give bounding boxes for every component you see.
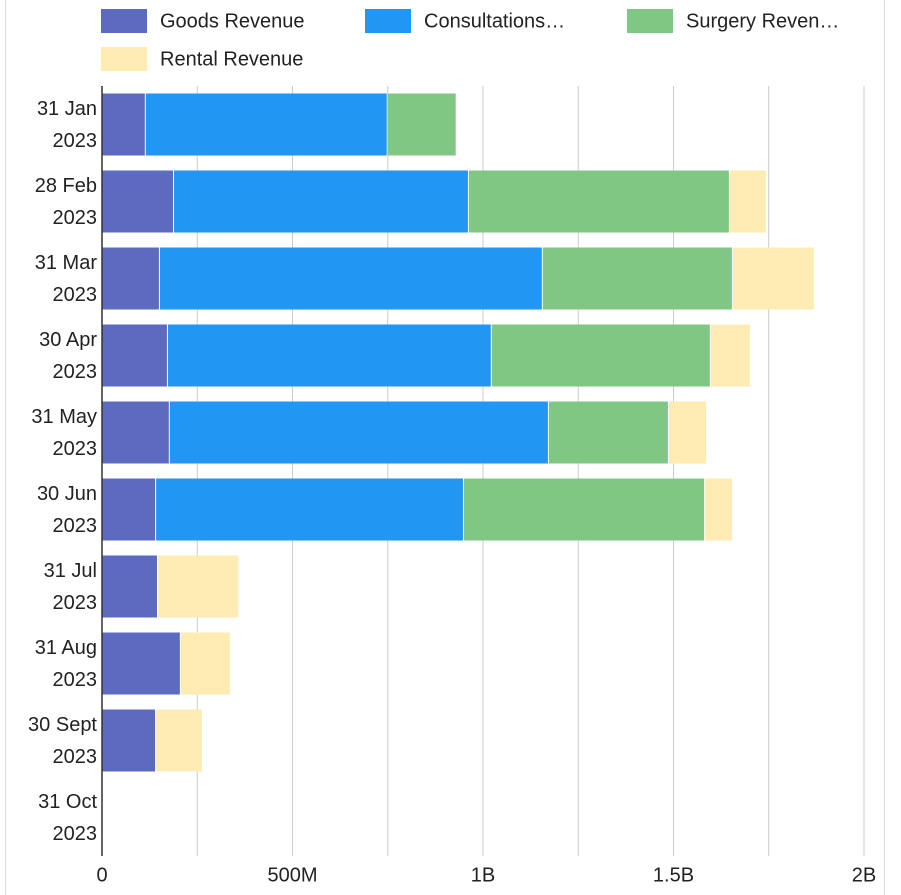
bar-segment: [169, 401, 548, 464]
y-tick-label: 31 Jan 2023: [36, 97, 97, 152]
legend-label: Rental Revenue: [160, 48, 303, 70]
bar-segment: [174, 170, 468, 233]
bar-segment: [102, 170, 174, 233]
bar-segment: [387, 93, 456, 156]
y-tick-label: 30 Apr 2023: [39, 328, 97, 383]
y-tick-label: 28 Feb 2023: [34, 174, 97, 229]
bar-segment: [542, 247, 732, 310]
legend-label: Surgery Reven…: [686, 10, 839, 32]
bar-segment: [102, 247, 159, 310]
bar-segment: [102, 93, 145, 156]
bar-segment: [732, 247, 814, 310]
bar-segment: [705, 478, 732, 541]
y-tick-label: 31 Jul 2023: [43, 559, 97, 614]
bar-segment: [180, 632, 230, 695]
legend-swatch: [101, 47, 147, 71]
x-tick-label: 2B: [852, 864, 876, 886]
bar-segment: [156, 709, 202, 772]
legend-label: Consultations…: [424, 10, 565, 32]
legend-swatch: [627, 9, 673, 33]
bar-segment: [156, 478, 463, 541]
legend-swatch: [365, 9, 411, 33]
bar-segment: [102, 401, 169, 464]
bar-segment: [710, 324, 750, 387]
bar-segment: [548, 401, 668, 464]
bar-segment: [102, 324, 167, 387]
bar-segment: [463, 478, 705, 541]
y-tick-label: 31 Mar 2023: [34, 251, 97, 306]
bar-segment: [145, 93, 387, 156]
y-tick-label: 30 Jun 2023: [36, 482, 97, 537]
bar-segment: [102, 709, 156, 772]
y-tick-label: 31 May 2023: [31, 405, 97, 460]
y-tick-label: 30 Sept 2023: [28, 713, 97, 768]
x-tick-label: 1B: [471, 864, 495, 886]
bar-segment: [159, 247, 542, 310]
bar-segment: [158, 555, 239, 618]
bar-segment: [167, 324, 491, 387]
bar-segment: [102, 555, 158, 618]
legend-label: Goods Revenue: [160, 10, 305, 32]
chart-border: [5, 0, 885, 895]
legend-swatch: [101, 9, 147, 33]
x-tick-label: 0: [96, 864, 107, 886]
bar-segment: [668, 401, 707, 464]
bar-segment: [468, 170, 729, 233]
y-tick-label: 31 Oct 2023: [38, 790, 97, 845]
y-tick-label: 31 Aug 2023: [34, 636, 97, 691]
bar-segment: [729, 170, 766, 233]
bar-segment: [491, 324, 710, 387]
bar-segment: [102, 632, 180, 695]
x-tick-label: 500M: [267, 864, 317, 886]
bar-segment: [102, 478, 156, 541]
x-tick-label: 1.5B: [653, 864, 694, 886]
